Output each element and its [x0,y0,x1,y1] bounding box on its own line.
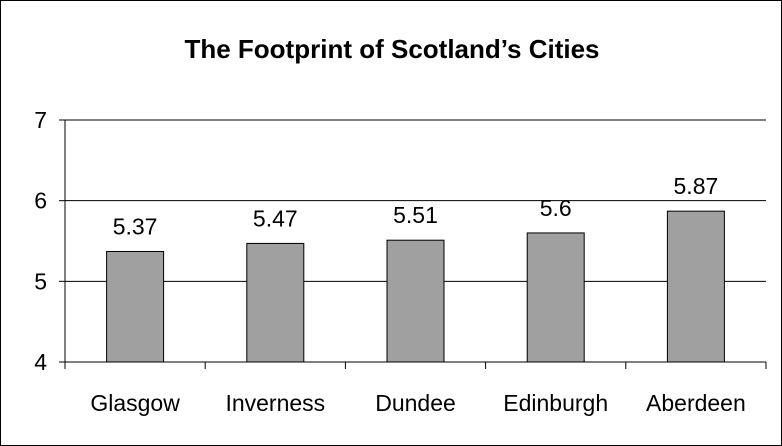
x-category-label: Inverness [225,390,325,416]
data-label: 5.6 [540,195,572,221]
bar [106,250,165,363]
chart-title: The Footprint of Scotland’s Cities [184,34,599,64]
x-category-label: Aberdeen [646,390,746,416]
bar [246,242,305,363]
y-tick-label: 6 [34,188,47,214]
bar [386,239,445,363]
data-label: 5.47 [253,205,298,231]
bars [106,210,725,363]
bar [526,232,585,363]
labels: 4 5 6 7 5.37 Glasgow 5.47 Inverness 5.51 Dundee 5.… [34,107,746,416]
y-tick-label: 4 [34,349,47,375]
y-tick-label: 7 [34,107,47,133]
data-label: 5.51 [393,202,438,228]
x-category-label: Glasgow [90,390,180,416]
data-label: 5.87 [674,173,719,199]
x-category-label: Edinburgh [503,390,608,416]
data-label: 5.37 [113,213,158,239]
bar [666,210,725,363]
x-category-label: Dundee [375,390,456,416]
axes [59,119,767,369]
y-tick-label: 5 [34,268,47,294]
